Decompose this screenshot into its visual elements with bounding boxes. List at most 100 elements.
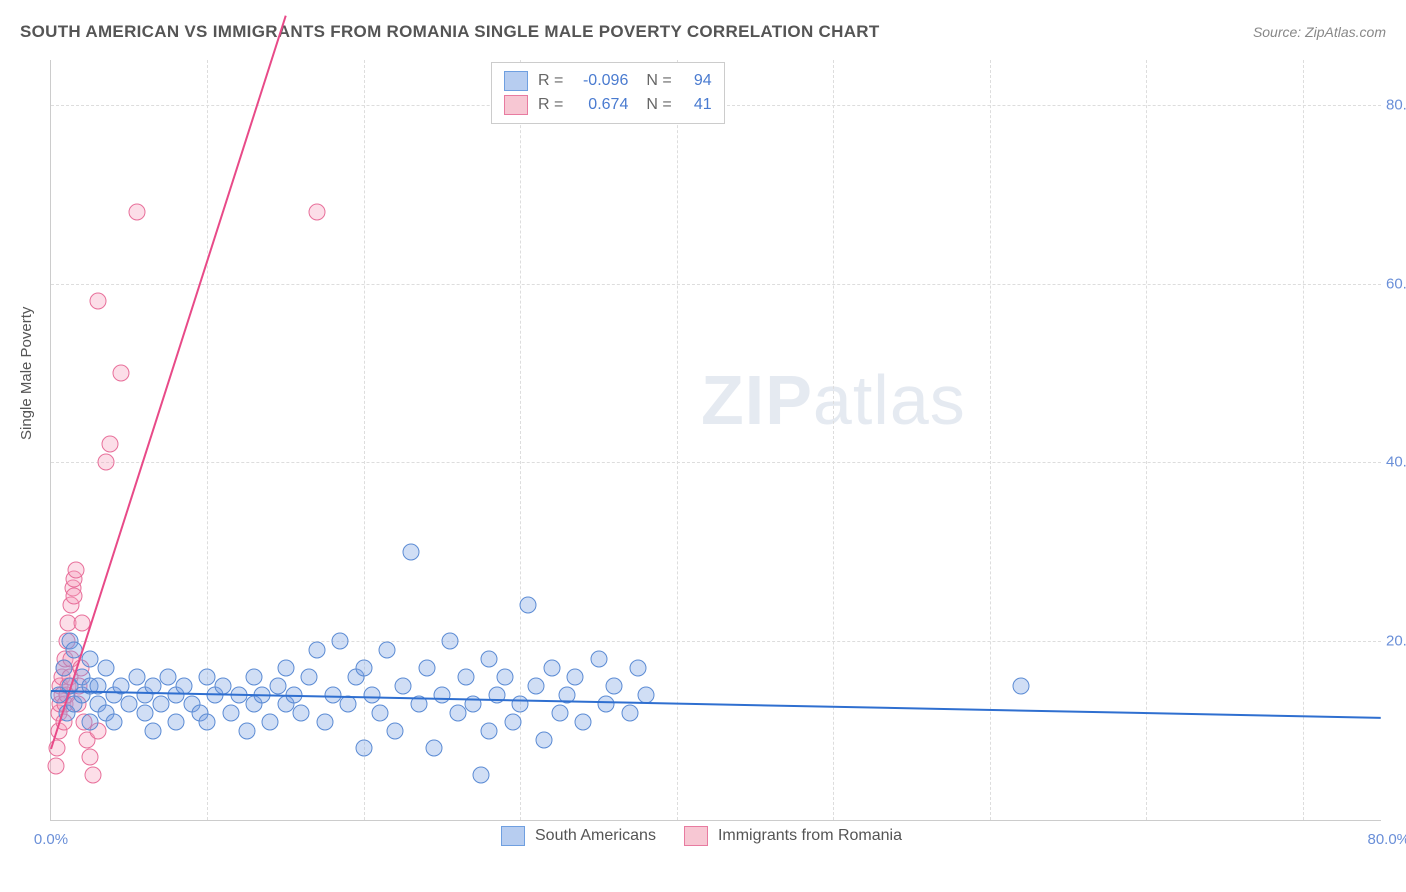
gridline-h bbox=[51, 462, 1381, 463]
scatter-point-blue bbox=[520, 597, 537, 614]
scatter-point-blue bbox=[402, 543, 419, 560]
scatter-point-blue bbox=[606, 677, 623, 694]
scatter-point-blue bbox=[528, 677, 545, 694]
scatter-point-blue bbox=[293, 704, 310, 721]
legend-label: Immigrants from Romania bbox=[718, 827, 902, 845]
stats-box: R =-0.096N =94R =0.674N =41 bbox=[491, 62, 725, 124]
stats-swatch bbox=[504, 95, 528, 115]
y-axis-label: Single Male Poverty bbox=[18, 307, 35, 440]
gridline-v bbox=[364, 60, 365, 820]
stats-swatch bbox=[504, 71, 528, 91]
stats-r-label: R = bbox=[538, 93, 563, 117]
stats-n-label: N = bbox=[646, 69, 671, 93]
scatter-point-pink bbox=[97, 454, 114, 471]
scatter-point-blue bbox=[449, 704, 466, 721]
ytick-label: 20.0% bbox=[1386, 633, 1406, 650]
scatter-point-blue bbox=[418, 660, 435, 677]
scatter-point-blue bbox=[144, 722, 161, 739]
scatter-point-blue bbox=[199, 713, 216, 730]
gridline-v bbox=[990, 60, 991, 820]
xtick-label: 80.0% bbox=[1367, 831, 1406, 848]
watermark-atlas: atlas bbox=[813, 361, 966, 439]
scatter-point-blue bbox=[316, 713, 333, 730]
gridline-h bbox=[51, 641, 1381, 642]
source-label: Source: ZipAtlas.com bbox=[1253, 24, 1386, 40]
watermark-zip: ZIP bbox=[701, 361, 813, 439]
scatter-point-blue bbox=[332, 633, 349, 650]
scatter-point-pink bbox=[82, 749, 99, 766]
scatter-point-blue bbox=[55, 660, 72, 677]
scatter-point-blue bbox=[535, 731, 552, 748]
scatter-point-blue bbox=[590, 651, 607, 668]
scatter-point-blue bbox=[222, 704, 239, 721]
stats-r-value: 0.674 bbox=[573, 93, 628, 117]
scatter-point-blue bbox=[371, 704, 388, 721]
scatter-point-pink bbox=[102, 436, 119, 453]
scatter-point-blue bbox=[567, 668, 584, 685]
scatter-point-blue bbox=[121, 695, 138, 712]
scatter-point-blue bbox=[481, 651, 498, 668]
scatter-point-blue bbox=[442, 633, 459, 650]
scatter-point-blue bbox=[355, 740, 372, 757]
legend-label: South Americans bbox=[535, 827, 656, 845]
ytick-label: 80.0% bbox=[1386, 96, 1406, 113]
stats-n-value: 41 bbox=[682, 93, 712, 117]
scatter-point-blue bbox=[301, 668, 318, 685]
stats-r-value: -0.096 bbox=[573, 69, 628, 93]
scatter-point-pink bbox=[47, 758, 64, 775]
xtick-label: 0.0% bbox=[34, 831, 68, 848]
scatter-point-pink bbox=[85, 767, 102, 784]
scatter-point-blue bbox=[105, 713, 122, 730]
gridline-v bbox=[1303, 60, 1304, 820]
scatter-point-blue bbox=[246, 668, 263, 685]
scatter-point-blue bbox=[496, 668, 513, 685]
gridline-v bbox=[1146, 60, 1147, 820]
scatter-point-blue bbox=[136, 704, 153, 721]
scatter-point-blue bbox=[379, 642, 396, 659]
trend-line bbox=[50, 16, 287, 750]
scatter-point-blue bbox=[481, 722, 498, 739]
ytick-label: 40.0% bbox=[1386, 454, 1406, 471]
scatter-point-blue bbox=[82, 651, 99, 668]
stats-row: R =0.674N =41 bbox=[504, 93, 712, 117]
scatter-point-blue bbox=[387, 722, 404, 739]
scatter-point-blue bbox=[97, 660, 114, 677]
chart-title: SOUTH AMERICAN VS IMMIGRANTS FROM ROMANI… bbox=[20, 22, 880, 42]
gridline-v bbox=[677, 60, 678, 820]
scatter-point-blue bbox=[262, 713, 279, 730]
scatter-point-blue bbox=[598, 695, 615, 712]
scatter-point-blue bbox=[363, 686, 380, 703]
scatter-point-pink bbox=[309, 204, 326, 221]
scatter-point-blue bbox=[621, 704, 638, 721]
stats-row: R =-0.096N =94 bbox=[504, 69, 712, 93]
legend-swatch bbox=[501, 826, 525, 846]
scatter-point-blue bbox=[82, 713, 99, 730]
scatter-point-blue bbox=[434, 686, 451, 703]
scatter-point-blue bbox=[215, 677, 232, 694]
scatter-point-blue bbox=[457, 668, 474, 685]
scatter-point-blue bbox=[129, 668, 146, 685]
scatter-point-blue bbox=[575, 713, 592, 730]
scatter-point-pink bbox=[113, 364, 130, 381]
scatter-point-blue bbox=[426, 740, 443, 757]
scatter-point-pink bbox=[129, 204, 146, 221]
scatter-point-blue bbox=[504, 713, 521, 730]
scatter-point-pink bbox=[68, 561, 85, 578]
plot-area: ZIPatlas 20.0%40.0%60.0%80.0%0.0%80.0%R … bbox=[50, 60, 1381, 821]
scatter-point-blue bbox=[1013, 677, 1030, 694]
scatter-point-blue bbox=[395, 677, 412, 694]
scatter-point-pink bbox=[89, 293, 106, 310]
scatter-point-blue bbox=[309, 642, 326, 659]
scatter-point-blue bbox=[238, 722, 255, 739]
gridline-v bbox=[207, 60, 208, 820]
legend-swatch bbox=[684, 826, 708, 846]
scatter-point-blue bbox=[637, 686, 654, 703]
scatter-point-blue bbox=[199, 668, 216, 685]
stats-r-label: R = bbox=[538, 69, 563, 93]
scatter-point-blue bbox=[355, 660, 372, 677]
scatter-point-blue bbox=[160, 668, 177, 685]
scatter-point-pink bbox=[66, 588, 83, 605]
header: SOUTH AMERICAN VS IMMIGRANTS FROM ROMANI… bbox=[20, 22, 1386, 42]
scatter-point-blue bbox=[551, 704, 568, 721]
gridline-h bbox=[51, 284, 1381, 285]
